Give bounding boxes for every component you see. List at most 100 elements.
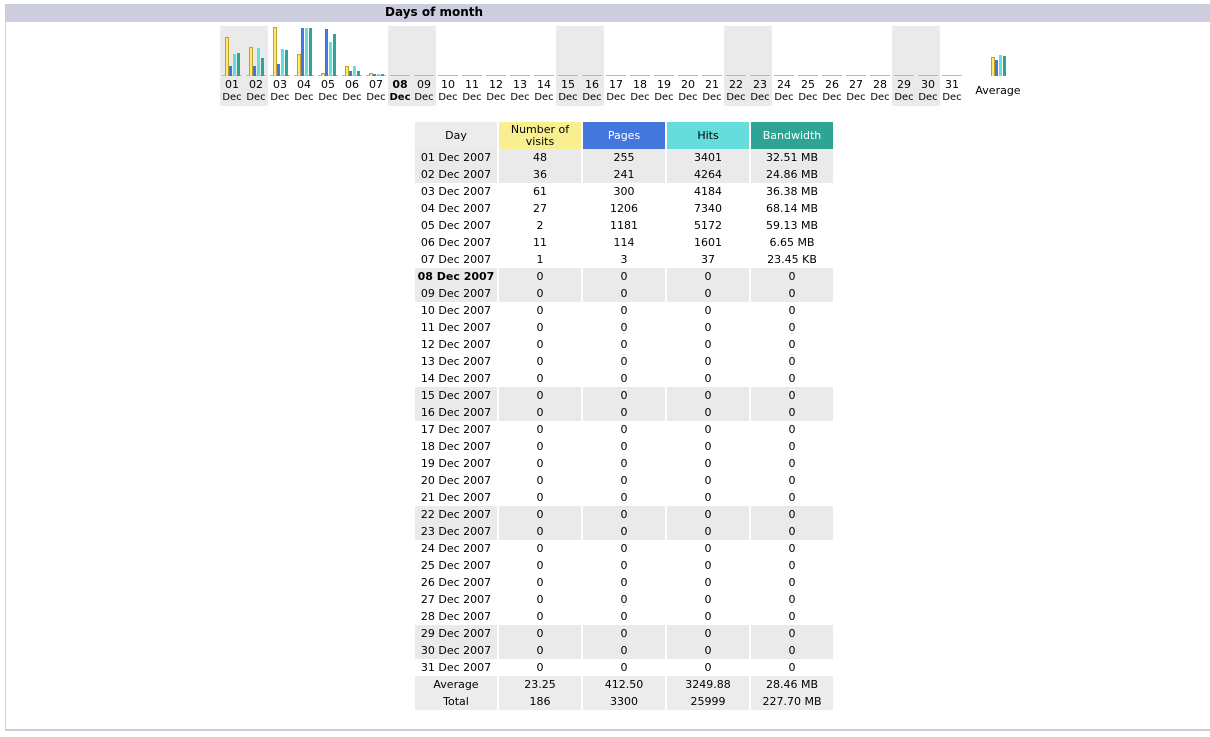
section-header: Days of month (5, 4, 1210, 22)
chart-day-bars (270, 26, 292, 76)
chart-day-label: 17 (609, 78, 623, 91)
cell-hits: 0 (704, 355, 712, 368)
cell-pages: 0 (620, 440, 628, 453)
cell-bandwidth: 59.13 MB (765, 219, 819, 232)
cell-day: 07 Dec 2007 (420, 253, 492, 266)
table-row: 25 Dec 2007 0 0 0 0 (415, 557, 833, 574)
chart-day-baseline (894, 75, 914, 76)
chart-month-label: Dec (294, 92, 314, 103)
chart-day-baseline (390, 75, 410, 76)
cell-visits: 0 (536, 457, 544, 470)
table-row: 27 Dec 2007 0 0 0 0 (415, 591, 833, 608)
chart-day-bars (558, 26, 580, 76)
cell-day: 02 Dec 2007 (415, 166, 497, 183)
chart-day-baseline (654, 75, 674, 76)
cell-pages: 412.50 (583, 676, 665, 693)
cell-visits: 0 (536, 474, 544, 487)
chart-day-label: 24 (777, 78, 791, 91)
cell-visits: 0 (536, 304, 544, 317)
cell-visits: 0 (536, 372, 544, 385)
cell-hits: 0 (704, 542, 712, 555)
chart-day-column: 16 Dec (580, 26, 604, 106)
chart-day-bars (222, 26, 244, 76)
chart-day-bars (654, 26, 676, 76)
chart-day-bars (342, 26, 364, 76)
chart-month-label: Dec (750, 92, 770, 103)
header-hits: Hits (667, 122, 749, 149)
chart-month-label: Dec (798, 92, 818, 103)
chart-day-bars (894, 26, 916, 76)
table-row: 31 Dec 2007 0 0 0 0 (415, 659, 833, 676)
bandwidth-bar (285, 50, 288, 76)
cell-pages: 0 (583, 523, 665, 540)
cell-visits: 23.25 (499, 676, 581, 693)
cell-pages: 1181 (610, 219, 638, 232)
table-row: 09 Dec 2007 0 0 0 0 (415, 285, 833, 302)
cell-day: 09 Dec 2007 (415, 285, 497, 302)
pages-bar (325, 29, 328, 76)
chart-month-label: Dec (726, 92, 746, 103)
chart-day-label: 10 (441, 78, 455, 91)
chart-day-baseline (750, 75, 770, 76)
table-row: 06 Dec 2007 11 114 1601 6.65 MB (415, 234, 833, 251)
chart-day-label: 15 (561, 78, 575, 91)
chart-month-label: Dec (822, 92, 842, 103)
chart-day-label: 12 (489, 78, 503, 91)
chart-month-label: Dec (654, 92, 674, 103)
chart-day-column: 06 Dec (340, 26, 364, 106)
cell-hits: 0 (704, 593, 712, 606)
cell-day: 01 Dec 2007 (415, 149, 497, 166)
cell-hits: 0 (667, 642, 749, 659)
cell-bandwidth: 0 (788, 474, 796, 487)
table-header-row: Day Number of visits Pages Hits Bandwidt… (415, 122, 833, 149)
cell-day: 03 Dec 2007 (420, 185, 492, 198)
chart-day-bars (774, 26, 796, 76)
cell-bandwidth: 28.46 MB (751, 676, 833, 693)
cell-day: 12 Dec 2007 (420, 338, 492, 351)
chart-day-bars (822, 26, 844, 76)
cell-hits: 0 (704, 440, 712, 453)
chart-month-label: Dec (582, 92, 602, 103)
chart-day-column: 15 Dec (556, 26, 580, 106)
cell-bandwidth: 0 (751, 506, 833, 523)
cell-pages: 241 (583, 166, 665, 183)
chart-day-label: 29 (897, 78, 911, 91)
chart-day-baseline (942, 75, 962, 76)
cell-pages: 0 (583, 268, 665, 285)
bandwidth-bar (237, 53, 240, 76)
cell-bandwidth: 0 (788, 304, 796, 317)
chart-day-label: 04 (297, 78, 311, 91)
table-row: 30 Dec 2007 0 0 0 0 (415, 642, 833, 659)
chart-day-bars (702, 26, 724, 76)
cell-pages: 3 (620, 253, 628, 266)
cell-day: 28 Dec 2007 (420, 610, 492, 623)
chart-day-label: 09 (417, 78, 431, 91)
chart-month-label: Dec (246, 92, 266, 103)
cell-visits: 0 (536, 491, 544, 504)
chart-day-bars (942, 26, 964, 76)
chart-day-baseline (318, 75, 338, 76)
table-row: 12 Dec 2007 0 0 0 0 (415, 336, 833, 353)
cell-bandwidth: 0 (788, 542, 796, 555)
average-row: Average 23.25 412.50 3249.88 28.46 MB (415, 676, 833, 693)
table-row: 08 Dec 2007 0 0 0 0 (415, 268, 833, 285)
cell-day: 06 Dec 2007 (420, 236, 492, 249)
cell-pages: 0 (620, 423, 628, 436)
chart-day-column: 07 Dec (364, 26, 388, 106)
chart-day-bars (414, 26, 436, 76)
table-row: 19 Dec 2007 0 0 0 0 (415, 455, 833, 472)
chart-day-column: 01 Dec (220, 26, 244, 106)
chart-day-baseline (462, 75, 482, 76)
cell-hits: 5172 (694, 219, 722, 232)
chart-day-bars (726, 26, 748, 76)
cell-day: Total (415, 693, 497, 710)
cell-pages: 0 (620, 457, 628, 470)
chart-day-column: 11 Dec (460, 26, 484, 106)
chart-day-column: 10 Dec (436, 26, 460, 106)
cell-pages: 0 (620, 372, 628, 385)
pages-bar (373, 74, 376, 76)
visits-bar (345, 66, 349, 76)
chart-day-label: 01 (225, 78, 239, 91)
chart-month-label: Dec (918, 92, 938, 103)
chart-day-label: 07 (369, 78, 383, 91)
